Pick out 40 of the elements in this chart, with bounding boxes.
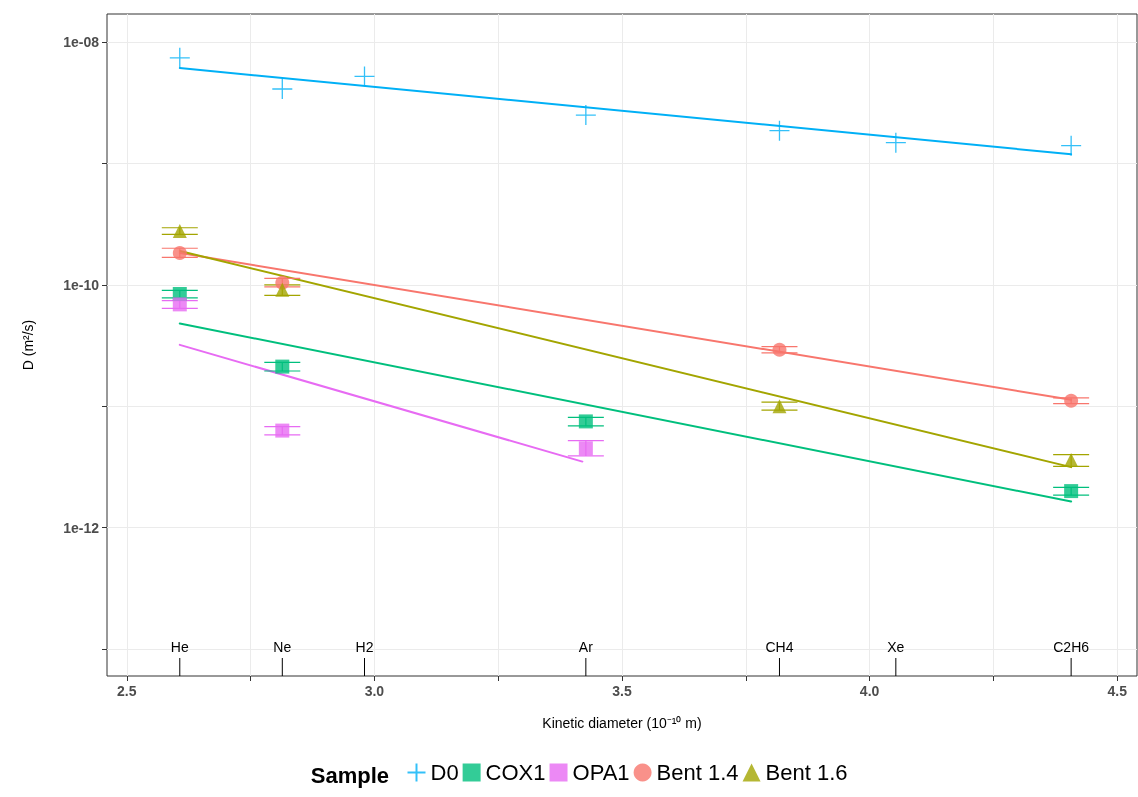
point xyxy=(172,223,187,238)
point xyxy=(1064,393,1079,408)
point xyxy=(275,423,290,438)
x-tick-label: 4.0 xyxy=(859,683,880,699)
point xyxy=(578,441,593,456)
annotation: Ar xyxy=(578,639,594,655)
annotation: Xe xyxy=(887,639,905,655)
annotation: H2 xyxy=(355,639,374,655)
point xyxy=(772,399,787,414)
legend-label: OPA1 xyxy=(572,760,630,785)
point xyxy=(768,120,791,142)
annotation: CH4 xyxy=(765,639,794,655)
point xyxy=(885,132,907,154)
annotation: He xyxy=(170,639,189,655)
point xyxy=(271,78,293,100)
y-tick-label: 1e-08 xyxy=(63,33,100,50)
legend-title: Sample xyxy=(310,762,390,788)
point xyxy=(1064,484,1079,499)
x-tick-label: 3.0 xyxy=(364,683,385,699)
legend-label: COX1 xyxy=(485,760,546,785)
legend-label: Bent 1.4 xyxy=(656,760,739,785)
point xyxy=(172,245,187,260)
point xyxy=(772,342,787,357)
x-tick-label: 3.5 xyxy=(612,683,632,699)
x-axis-title: Kinetic diameter (10⁻¹⁰ m) xyxy=(542,715,702,731)
point xyxy=(353,65,376,88)
annotation: Ne xyxy=(273,639,292,655)
point xyxy=(275,282,290,297)
point xyxy=(172,297,187,312)
point xyxy=(575,104,597,126)
annotation: C2H6 xyxy=(1053,639,1090,655)
y-tick-label: 1e-12 xyxy=(63,519,100,536)
y-tick-label: 1e-10 xyxy=(63,276,100,293)
point xyxy=(275,359,290,374)
legend-label: Bent 1.6 xyxy=(765,760,848,785)
x-tick-label: 2.5 xyxy=(117,683,137,699)
point xyxy=(578,414,593,429)
y-axis-title: D (m²/s) xyxy=(20,319,36,371)
x-tick-label: 4.5 xyxy=(1107,683,1128,699)
legend-label: D0 xyxy=(430,760,459,785)
